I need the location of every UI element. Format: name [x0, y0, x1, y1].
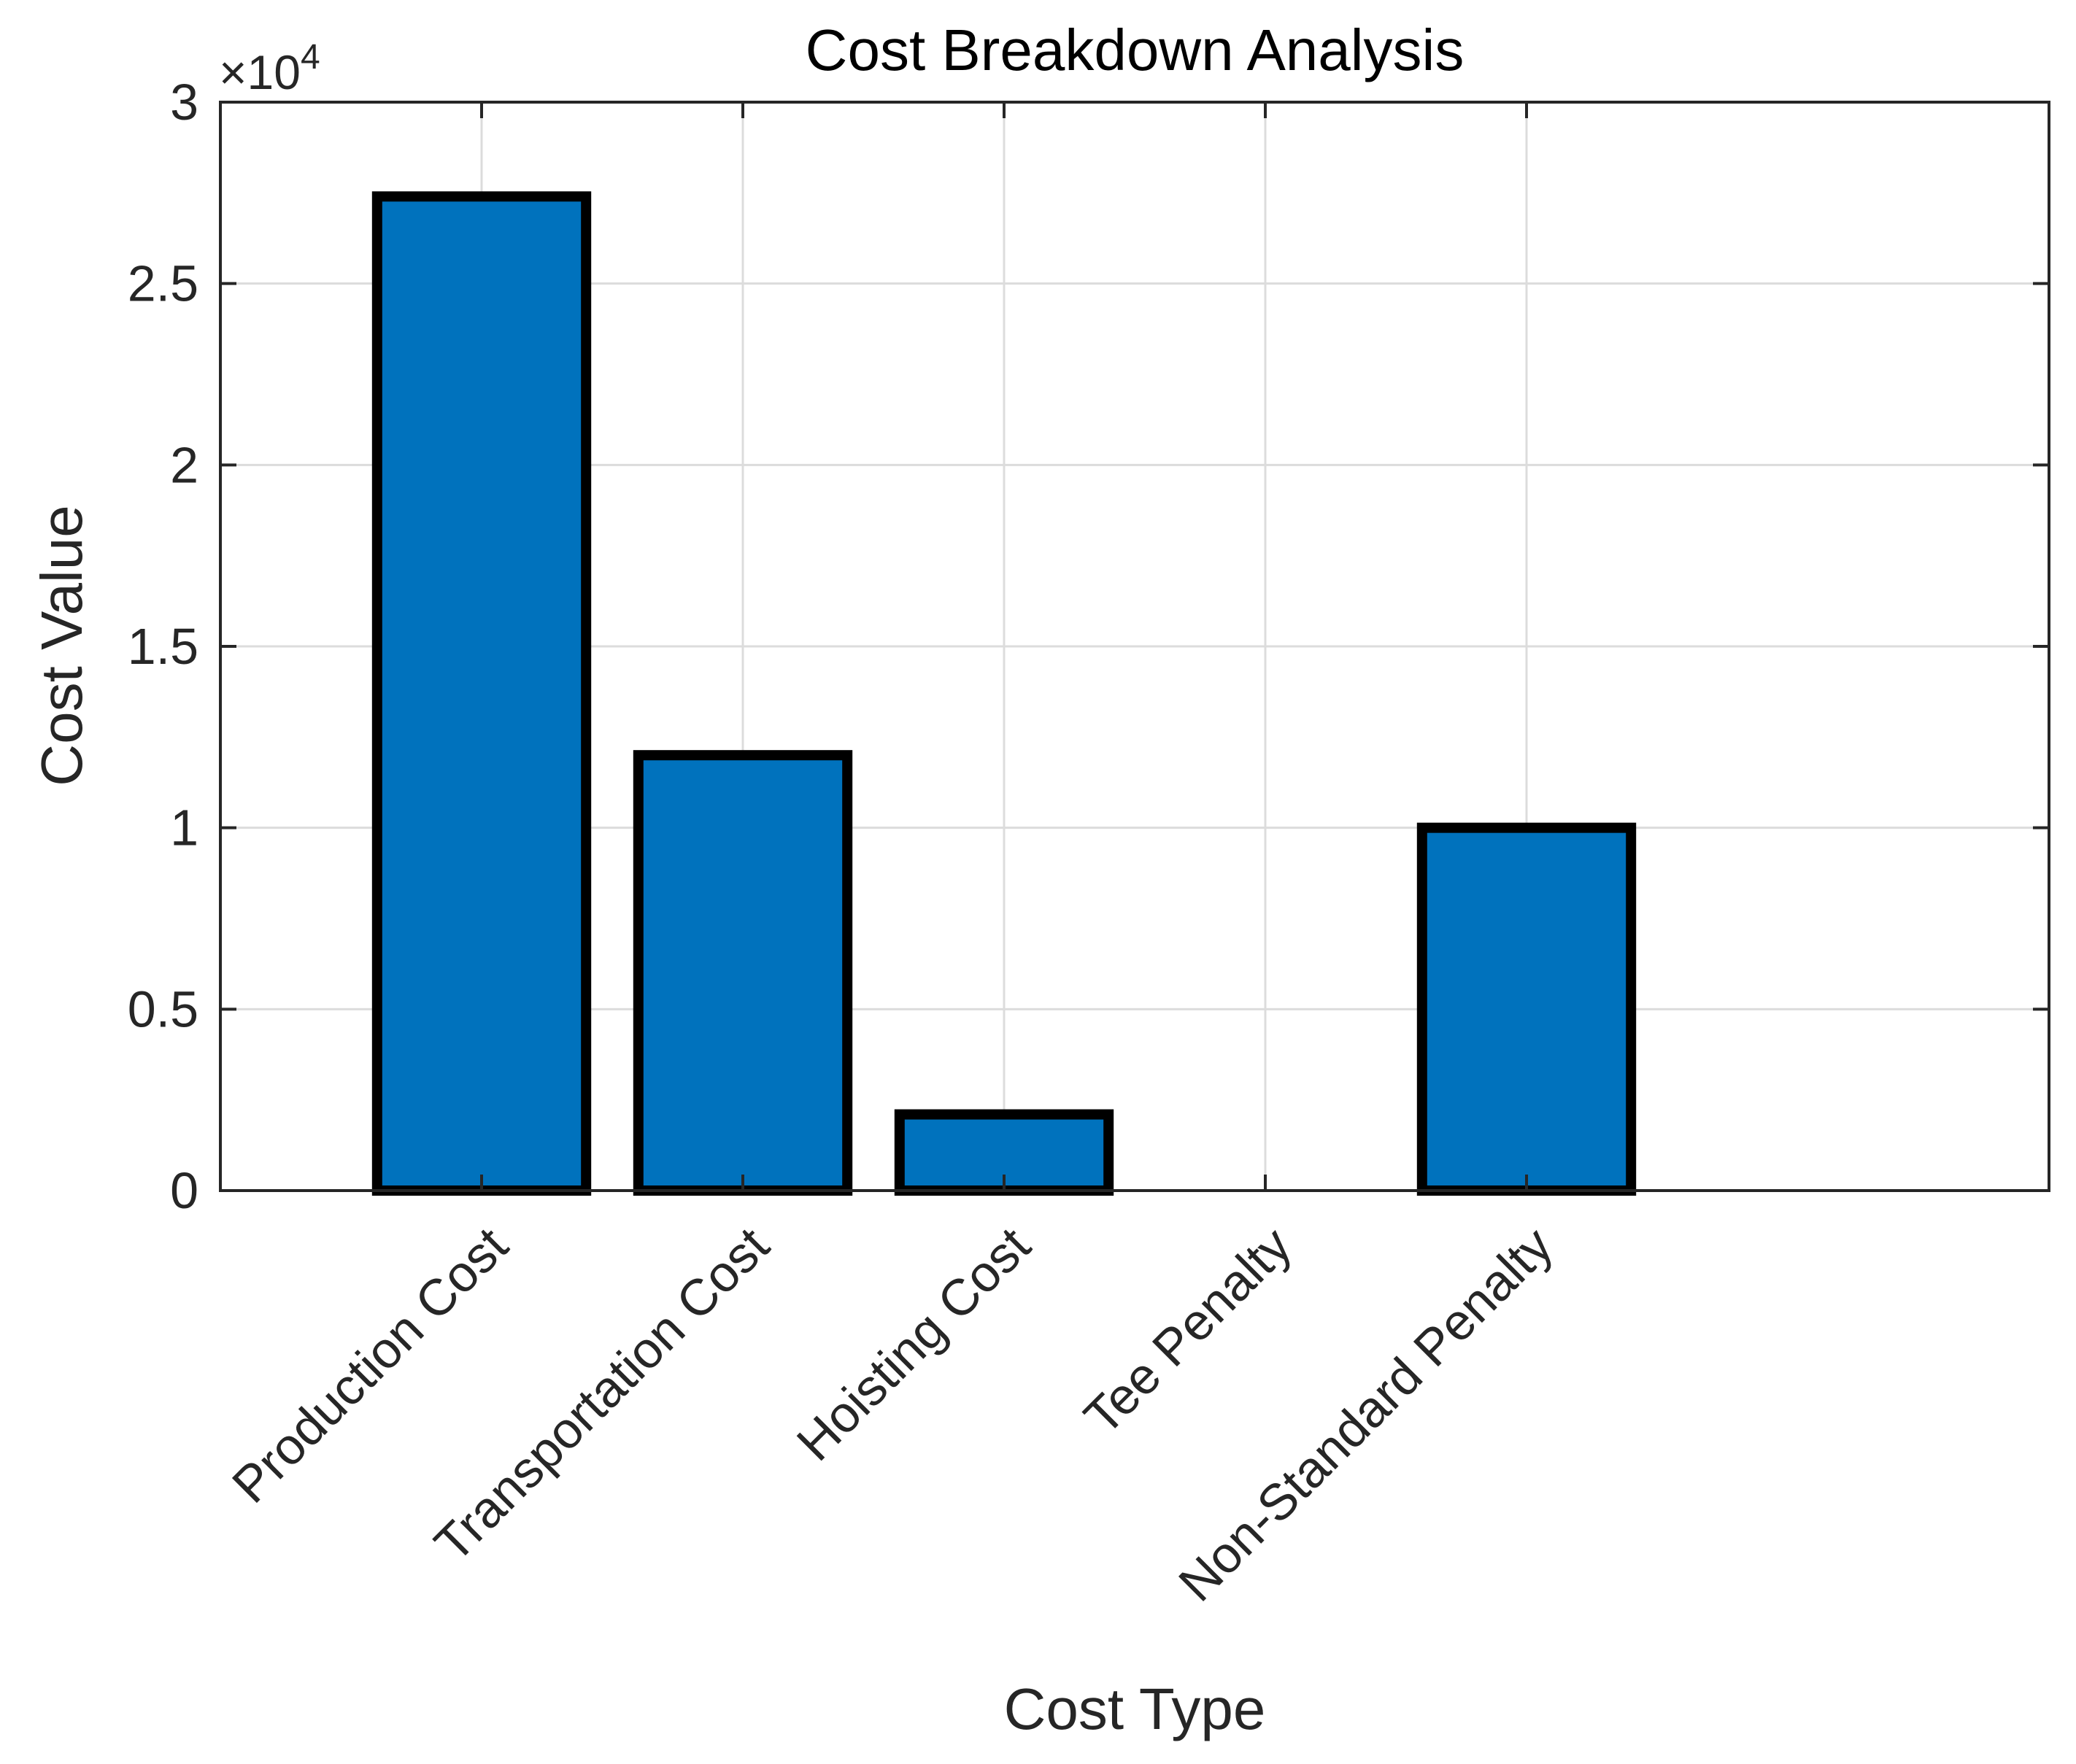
y-tick-label: 0: [170, 1162, 198, 1219]
x-axis-label: Cost Type: [1004, 1676, 1266, 1741]
y-tick-label: 0.5: [128, 980, 198, 1037]
x-tick-label: Production Cost: [221, 1216, 518, 1513]
chart-title: Cost Breakdown Analysis: [806, 18, 1465, 82]
y-tick-label: 1: [170, 800, 198, 856]
bar-transportation-cost: [633, 750, 853, 1196]
ticks-layer: [220, 101, 2049, 1192]
y-tick-label: 2.5: [128, 255, 198, 312]
y-tick-labels: 0 0.5 1 1.5 2 2.5 3: [128, 74, 198, 1219]
y-tick-label: 3: [170, 74, 198, 131]
x-tick-label: Tee Penalty: [1073, 1216, 1303, 1445]
y-axis-label: Cost Value: [29, 505, 94, 786]
y-exponent-label: ×104: [219, 38, 320, 99]
y-tick-label: 2: [170, 436, 198, 493]
bar-non-standard-penalty: [1416, 822, 1637, 1196]
bar-production-cost: [371, 191, 592, 1196]
y-tick-label: 1.5: [128, 618, 198, 675]
x-tick-label: Hoisting Cost: [786, 1216, 1041, 1471]
